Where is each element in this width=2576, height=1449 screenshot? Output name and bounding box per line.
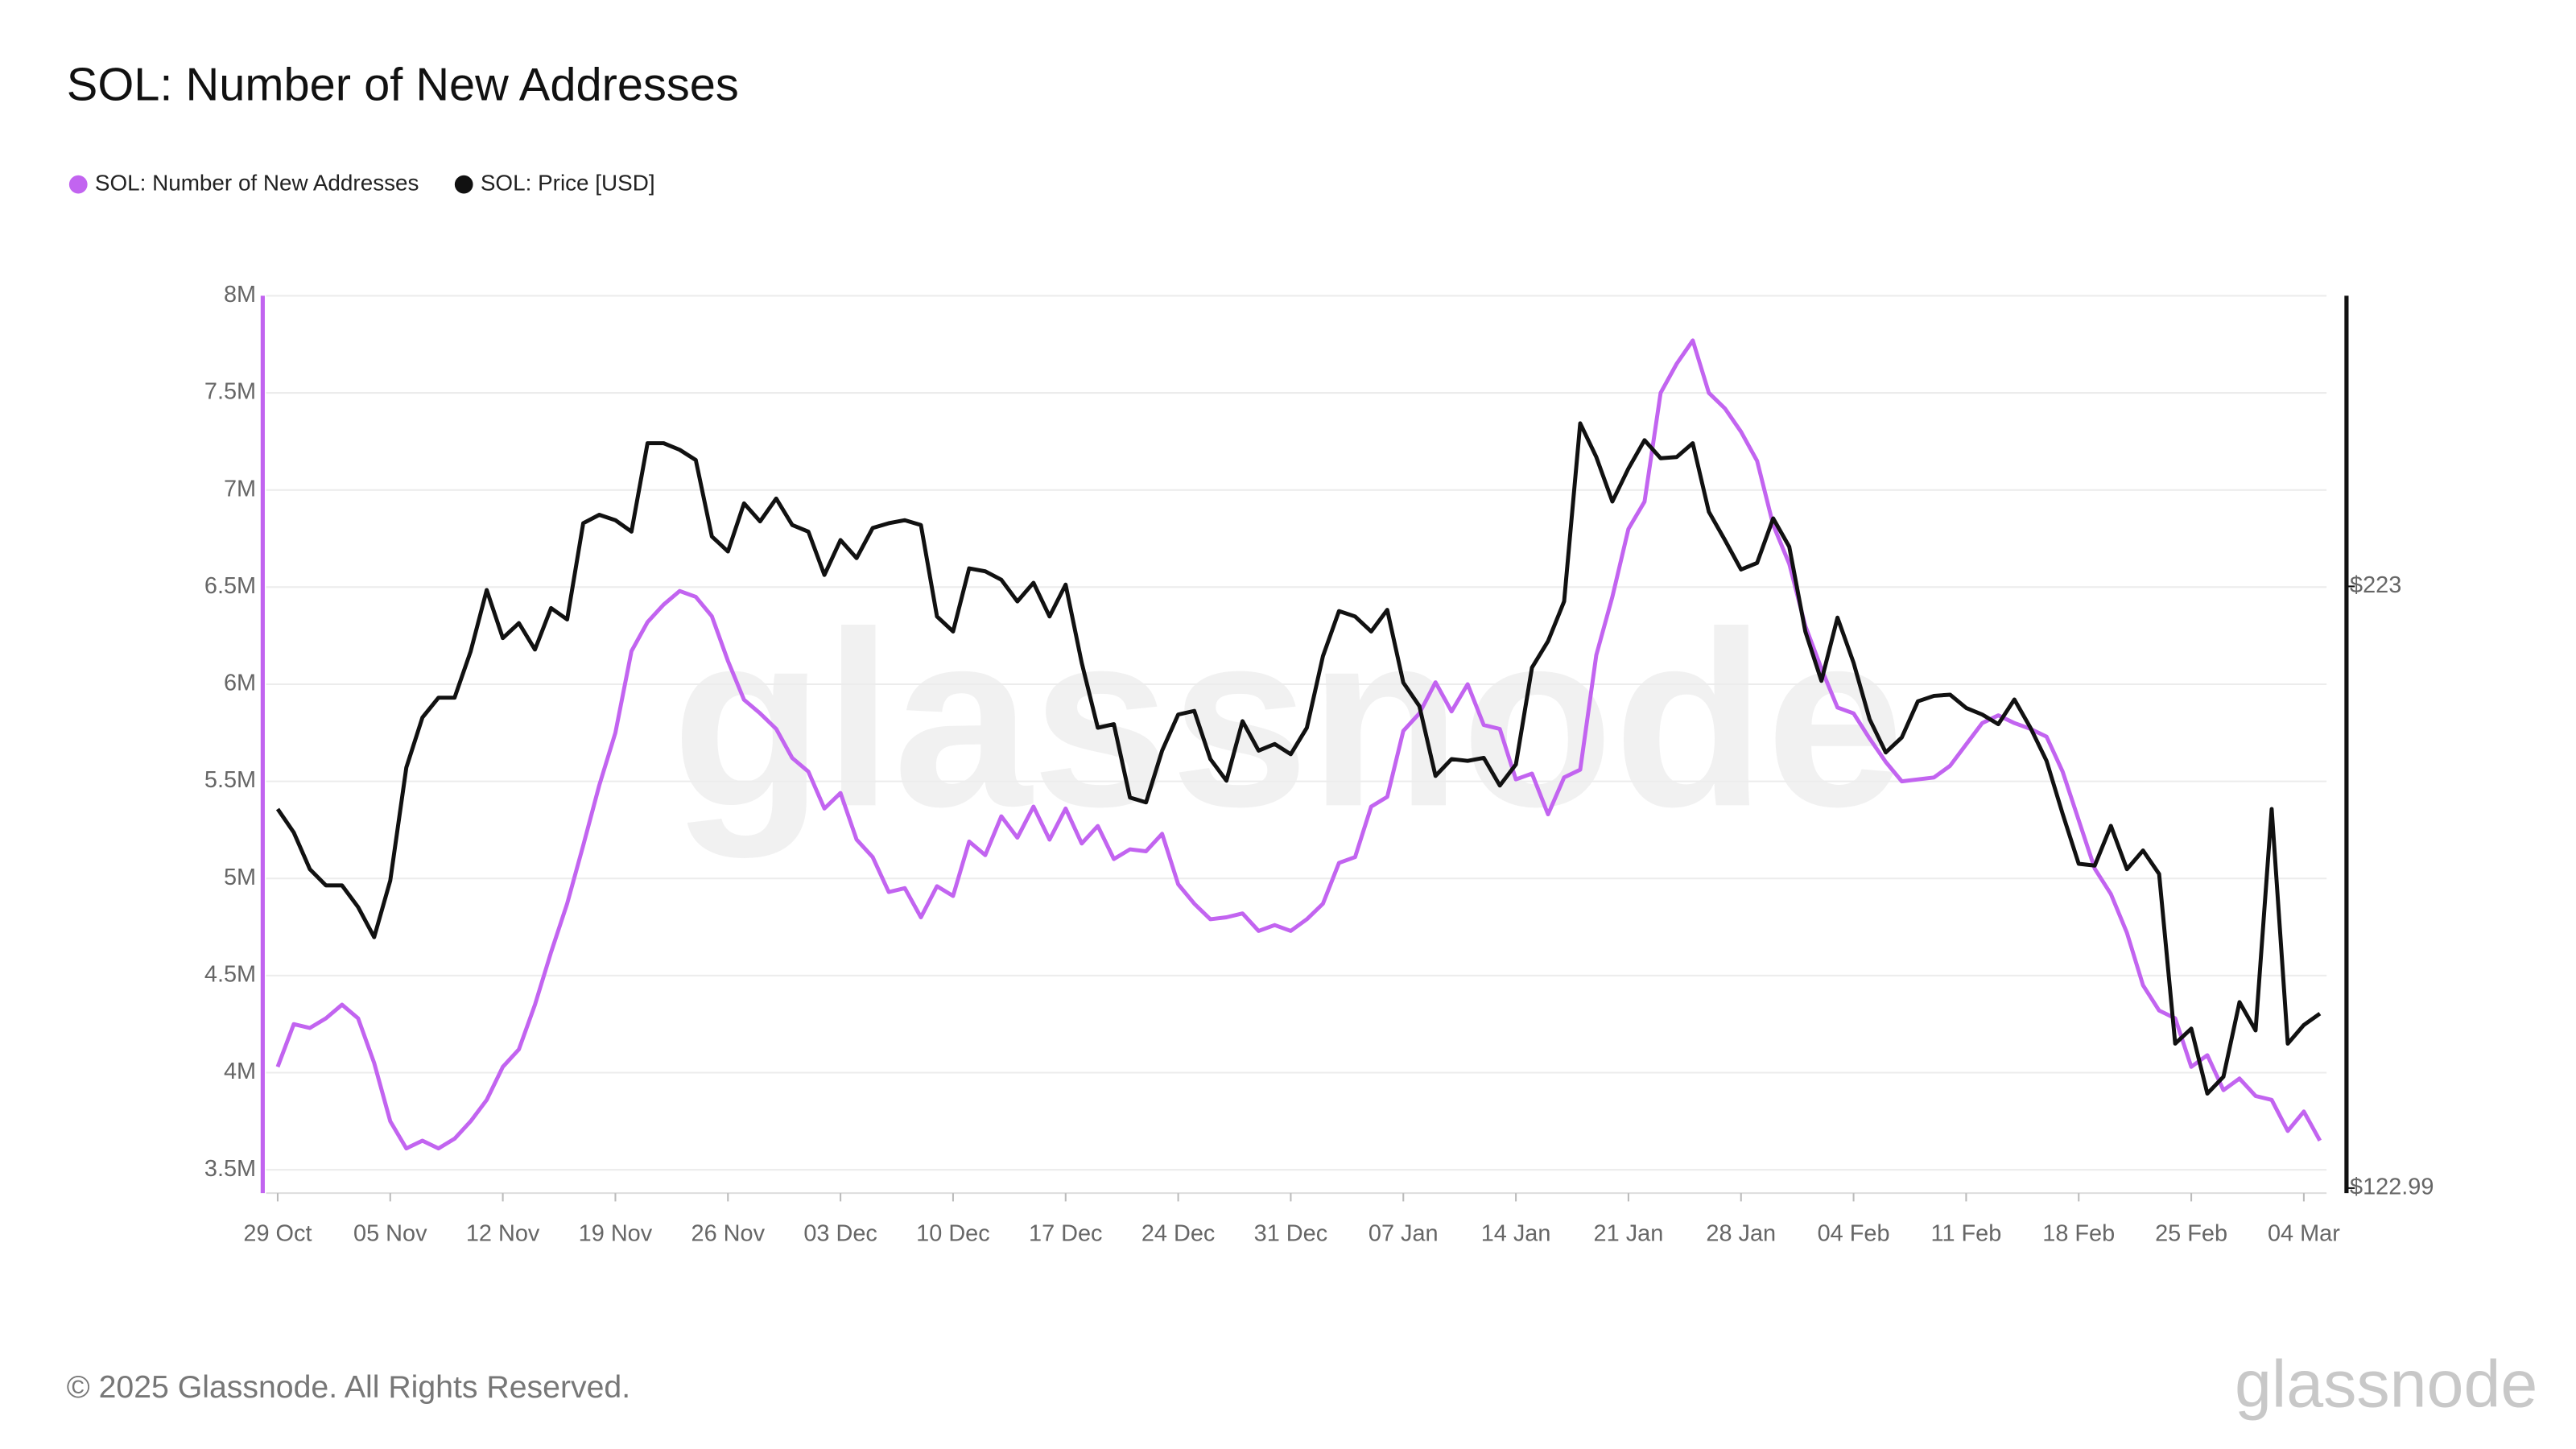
x-tick-label: 21 Jan: [1594, 1220, 1664, 1246]
legend-label: SOL: Price [USD]: [481, 170, 655, 195]
y-tick-label: 6M: [224, 671, 256, 696]
y-tick-label: 5M: [224, 865, 256, 890]
x-tick-label: 10 Dec: [916, 1220, 990, 1246]
logo: glassnode: [2235, 1348, 2537, 1422]
x-tick-label: 04 Mar: [2268, 1220, 2340, 1246]
x-tick-label: 12 Nov: [466, 1220, 540, 1246]
x-tick-label: 05 Nov: [353, 1220, 427, 1246]
x-tick-label: 17 Dec: [1029, 1220, 1103, 1246]
y-tick-label: 4.5M: [204, 962, 256, 988]
watermark: glassnode: [671, 580, 1904, 860]
y-tick-label: 4M: [224, 1059, 256, 1084]
y-tick-label: 5.5M: [204, 767, 256, 793]
x-tick-label: 18 Feb: [2042, 1220, 2115, 1246]
y-tick-label: 8M: [224, 282, 256, 308]
x-tick-label: 26 Nov: [691, 1220, 766, 1246]
x-tick-label: 24 Dec: [1141, 1220, 1215, 1246]
x-tick-label: 14 Jan: [1481, 1220, 1551, 1246]
x-tick-label: 03 Dec: [803, 1220, 877, 1246]
legend-label: SOL: Number of New Addresses: [95, 170, 419, 195]
series-line: [275, 421, 2322, 1096]
y-tick-label: 7M: [224, 476, 256, 502]
y-tick-label: 6.5M: [204, 573, 256, 599]
chart-title: SOL: Number of New Addresses: [67, 60, 739, 111]
legend-swatch: [454, 175, 473, 194]
x-tick-label: 25 Feb: [2155, 1220, 2227, 1246]
y-tick-label: 7.5M: [204, 379, 256, 405]
y2-tick-label: $223: [2350, 572, 2401, 598]
legend-swatch: [68, 175, 88, 194]
x-tick-label: 31 Dec: [1254, 1220, 1328, 1246]
y2-tick-label: $122.99: [2350, 1174, 2434, 1200]
x-tick-label: 07 Jan: [1368, 1220, 1439, 1246]
x-tick-label: 28 Jan: [1706, 1220, 1776, 1246]
footer: © 2025 Glassnode. All Rights Reserved.: [67, 1369, 630, 1405]
y-tick-label: 3.5M: [204, 1156, 256, 1182]
x-tick-label: 04 Feb: [1818, 1220, 1890, 1246]
x-tick-label: 19 Nov: [579, 1220, 653, 1246]
x-tick-label: 11 Feb: [1931, 1220, 2002, 1246]
x-tick-label: 29 Oct: [243, 1220, 312, 1246]
series-line: [275, 338, 2322, 1151]
